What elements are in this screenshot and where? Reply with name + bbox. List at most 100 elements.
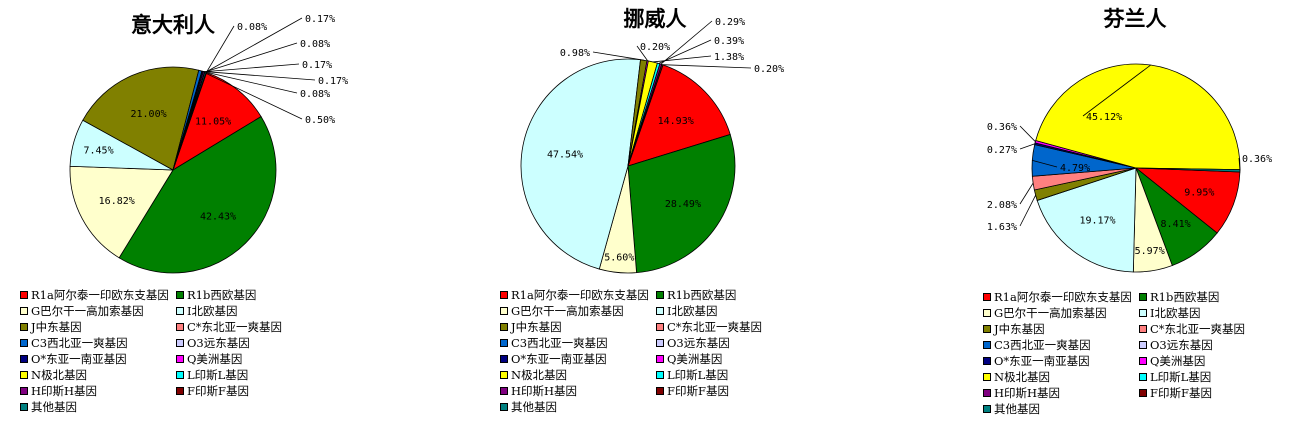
legend-swatch bbox=[656, 339, 664, 347]
chart-panel-norwegian: 挪威人 14.93% 28.49% 5.60% 47.54% 0.98% 0.20% 1.38… bbox=[480, 0, 915, 428]
data-label: 0.17% bbox=[302, 60, 332, 71]
legend-label: R1a阿尔泰一印欧东支基因 bbox=[994, 290, 1132, 304]
data-label: 0.08% bbox=[300, 39, 330, 50]
legend-label: 其他基因 bbox=[511, 400, 557, 414]
leader-line bbox=[1019, 182, 1034, 205]
data-label: 45.12% bbox=[1086, 112, 1122, 123]
leader-line bbox=[662, 64, 752, 69]
leader-line bbox=[1019, 195, 1036, 227]
legend-swatch bbox=[176, 307, 184, 315]
legend-swatch bbox=[656, 371, 664, 379]
legend-swatch bbox=[656, 387, 664, 395]
legend-label: C*东北亚一爽基因 bbox=[1150, 322, 1246, 336]
legend-swatch bbox=[983, 293, 991, 301]
legend-swatch bbox=[656, 355, 664, 363]
legend-label: J中东基因 bbox=[31, 320, 82, 334]
leader-line bbox=[592, 51, 644, 61]
legend-swatch bbox=[500, 307, 508, 315]
pie-slice bbox=[69, 165, 174, 259]
pie-slice bbox=[627, 64, 731, 167]
legend-swatch bbox=[176, 291, 184, 299]
legend-label: G巴尔干一高加索基因 bbox=[511, 304, 624, 318]
legend-label: R1b西欧基因 bbox=[667, 288, 737, 302]
chart-title: 意大利人 bbox=[131, 12, 215, 37]
legend-swatch bbox=[20, 371, 28, 379]
legend-label: 其他基因 bbox=[994, 402, 1040, 416]
data-label: 0.08% bbox=[237, 22, 267, 33]
chart-panel-italian: 意大利人 11.05% 42.43% 16.82% 7.45% 21.00% 0.50% 0.… bbox=[0, 0, 435, 428]
data-label: 21.00% bbox=[130, 109, 166, 120]
data-label: 14.93% bbox=[658, 116, 694, 127]
legend-label: N极北基因 bbox=[994, 370, 1051, 384]
legend-swatch bbox=[176, 387, 184, 395]
data-label: 1.38% bbox=[714, 52, 744, 63]
legend-swatch bbox=[1139, 293, 1147, 301]
legend-label: J中东基因 bbox=[994, 322, 1045, 336]
legend-label: Q美洲基因 bbox=[187, 352, 243, 366]
legend-swatch bbox=[983, 309, 991, 317]
legend-label: H印斯H基因 bbox=[31, 384, 98, 398]
legend-swatch bbox=[20, 307, 28, 315]
legend-swatch bbox=[983, 405, 991, 413]
legend-label: I北欧基因 bbox=[667, 304, 718, 318]
legend-label: L印斯L基因 bbox=[667, 368, 729, 382]
legend-swatch bbox=[176, 323, 184, 331]
legend-swatch bbox=[176, 355, 184, 363]
legend-label: Q美洲基因 bbox=[667, 352, 723, 366]
data-label: 0.27% bbox=[987, 145, 1017, 156]
pie-chart: 挪威人 14.93% 28.49% 5.60% 47.54% 0.98% 0.20% 1.38… bbox=[520, 6, 784, 274]
leader-line bbox=[202, 71, 316, 81]
legend-label: I北欧基因 bbox=[187, 304, 238, 318]
leader-line bbox=[205, 25, 235, 73]
legend-swatch bbox=[983, 325, 991, 333]
legend-label: G巴尔干一高加索基因 bbox=[994, 306, 1107, 320]
legend-swatch bbox=[500, 403, 508, 411]
data-label: 7.45% bbox=[84, 145, 114, 156]
data-label: 47.54% bbox=[547, 150, 583, 161]
leader-line bbox=[652, 55, 712, 63]
data-label: 19.17% bbox=[1079, 216, 1115, 227]
data-label: 5.97% bbox=[1135, 246, 1165, 257]
data-label: 0.29% bbox=[715, 17, 745, 28]
legend-label: R1b西欧基因 bbox=[1150, 290, 1220, 304]
data-label: 9.95% bbox=[1184, 188, 1214, 199]
data-label: 16.82% bbox=[99, 196, 135, 207]
legend-label: C3西北亚一爽基因 bbox=[31, 336, 128, 350]
legend-swatch bbox=[1139, 389, 1147, 397]
legend-label: C3西北亚一爽基因 bbox=[511, 336, 608, 350]
data-label: 0.98% bbox=[560, 48, 590, 59]
legend-swatch bbox=[500, 371, 508, 379]
legend-label: F印斯F基因 bbox=[667, 384, 729, 398]
data-label: 0.17% bbox=[305, 14, 335, 25]
leader-line bbox=[1019, 143, 1036, 150]
data-label: 4.79% bbox=[1060, 163, 1090, 174]
chart-title: 芬兰人 bbox=[1104, 6, 1167, 31]
legend-label: O*东亚一南亚基因 bbox=[511, 352, 607, 366]
legend-label: C3西北亚一爽基因 bbox=[994, 338, 1091, 352]
legend-swatch bbox=[656, 307, 664, 315]
legend-swatch bbox=[1139, 357, 1147, 365]
pie-slice bbox=[118, 116, 277, 274]
legend-label: O*东亚一南亚基因 bbox=[31, 352, 127, 366]
pie-slice bbox=[172, 72, 262, 171]
legend-label: H印斯H基因 bbox=[994, 386, 1061, 400]
pie-slice bbox=[520, 58, 641, 270]
legend-swatch bbox=[20, 403, 28, 411]
legend-label: Q美洲基因 bbox=[1150, 354, 1206, 368]
pie-slice bbox=[82, 66, 200, 171]
leader-line bbox=[204, 42, 298, 73]
legend-swatch bbox=[1139, 325, 1147, 333]
data-label: 0.36% bbox=[987, 122, 1017, 133]
legend-label: L印斯L基因 bbox=[1150, 370, 1212, 384]
chart-panel-finnish: 芬兰人 9.95% 8.41% 5.97% 19.17% 1.63% 2.08% 4.79% 0… bbox=[965, 0, 1305, 428]
legend-swatch bbox=[500, 387, 508, 395]
legend-label: N极北基因 bbox=[31, 368, 88, 382]
pie-chart: 芬兰人 9.95% 8.41% 5.97% 19.17% 1.63% 2.08% 4.79% 0… bbox=[987, 6, 1272, 273]
pie-slice bbox=[1036, 167, 1137, 273]
legend-label: L印斯L基因 bbox=[187, 368, 249, 382]
legend-label: R1a阿尔泰一印欧东支基因 bbox=[511, 288, 649, 302]
legend-label: C*东北亚一爽基因 bbox=[187, 320, 283, 334]
leader-line bbox=[1032, 159, 1058, 168]
leader-line bbox=[658, 39, 712, 64]
data-label: 28.49% bbox=[665, 199, 701, 210]
